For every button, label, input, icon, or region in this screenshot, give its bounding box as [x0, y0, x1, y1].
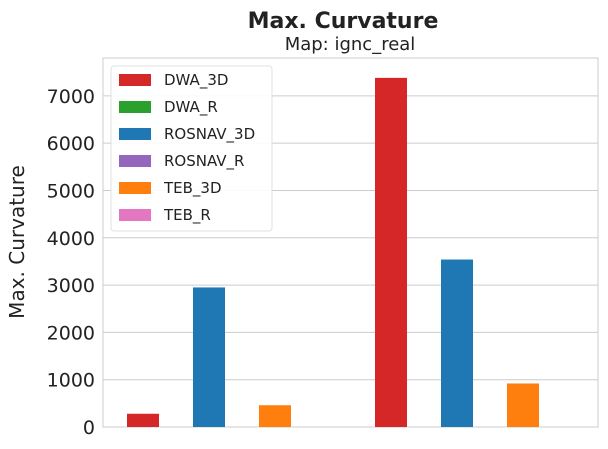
- legend-swatch: [119, 128, 151, 140]
- bar-teb-3d: [507, 383, 539, 427]
- legend-label: ROSNAV_R: [164, 152, 244, 171]
- plot-area: 0 1000 2000 3000 4000 5000 6000 7000: [47, 57, 599, 439]
- y-tick-label: 3000: [47, 275, 95, 297]
- legend-swatch: [119, 182, 151, 194]
- y-tick-label: 5000: [47, 180, 95, 202]
- chart-title: Max. Curvature: [248, 9, 439, 34]
- bar-dwa-3d: [375, 77, 407, 427]
- chart-subtitle: Map: ignc_real: [285, 34, 416, 55]
- legend-label: TEB_3D: [163, 179, 222, 198]
- legend-swatch: [119, 209, 151, 221]
- legend-label: ROSNAV_3D: [164, 125, 255, 144]
- bar-rosnav-3d: [193, 287, 225, 427]
- legend-label: DWA_R: [164, 98, 218, 117]
- legend-box: [110, 65, 273, 232]
- y-tick-label: 4000: [47, 228, 95, 250]
- y-tick-label: 6000: [47, 133, 95, 155]
- legend-swatch: [119, 101, 151, 113]
- legend-swatch: [119, 155, 151, 167]
- bar-teb-3d: [259, 405, 291, 427]
- y-tick-label: 7000: [47, 86, 95, 108]
- legend: DWA_3D DWA_R ROSNAV_3D ROSNAV_R TEB_3D TEB_R: [110, 65, 273, 232]
- plot-frame: [102, 57, 599, 428]
- bar-rosnav-3d: [441, 259, 473, 427]
- y-tick-label: 1000: [47, 370, 95, 392]
- y-tick-label: 0: [83, 417, 95, 439]
- y-axis-label: Max. Curvature: [5, 165, 29, 319]
- y-tick-label: 2000: [47, 322, 95, 344]
- legend-label: TEB_R: [163, 206, 211, 225]
- legend-label: DWA_3D: [164, 71, 228, 90]
- legend-swatch: [119, 74, 151, 86]
- bar-dwa-3d: [127, 413, 159, 427]
